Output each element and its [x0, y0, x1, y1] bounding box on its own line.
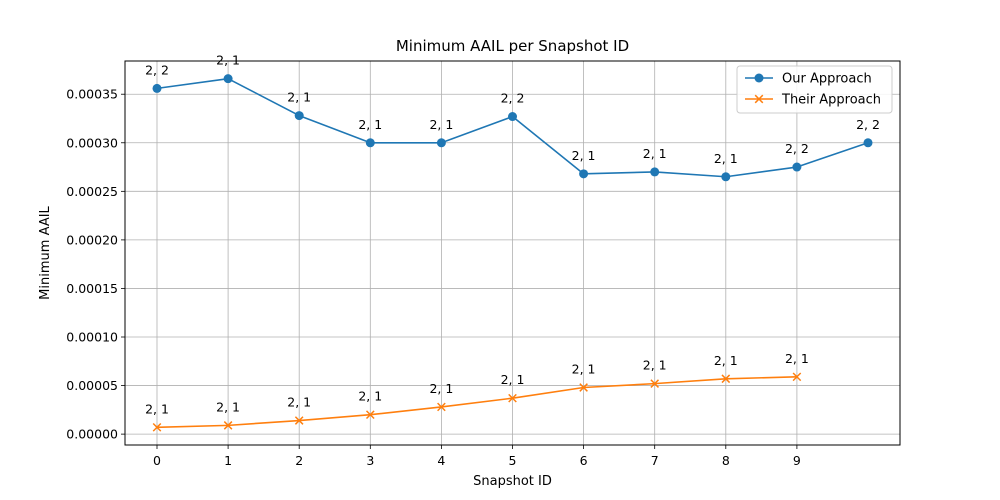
data-point: [863, 138, 873, 148]
data-point: [365, 410, 375, 420]
data-label: 2, 1: [358, 117, 382, 132]
data-label: 2, 2: [501, 91, 525, 106]
data-label: 2, 1: [145, 401, 169, 416]
data-label: 2, 1: [429, 117, 453, 132]
grid: [125, 61, 900, 445]
data-point: [721, 374, 731, 384]
y-tick-label: 0.00030: [66, 135, 118, 150]
y-tick-label: 0.00025: [66, 184, 118, 199]
data-label: 2, 1: [216, 53, 240, 68]
series-line-2: [156, 376, 797, 429]
x-tick-label: 1: [224, 453, 232, 468]
data-point: [650, 167, 660, 177]
data-label: 2, 2: [785, 141, 809, 156]
data-label: 2, 1: [572, 362, 596, 377]
data-label: 2, 1: [572, 148, 596, 163]
axes: 0 1 2 3 4 5 6 7 8 9 0.00000 0.00005 0.00010 0.00015 0.…: [66, 87, 801, 468]
data-point: [508, 112, 517, 122]
data-point: [579, 169, 589, 179]
x-tick-label: 8: [722, 453, 730, 468]
y-tick-label: 0.00000: [66, 427, 118, 442]
x-tick-label: 6: [580, 453, 588, 468]
legend-label: Their Approach: [781, 93, 881, 108]
x-tick-label: 3: [366, 453, 374, 468]
data-label: 2, 1: [501, 372, 525, 387]
data-label: 2, 1: [785, 351, 809, 366]
data-point: [223, 421, 233, 430]
x-axis-title: Snapshot ID: [473, 474, 552, 489]
data-label: 2, 1: [643, 146, 667, 161]
data-label: 2, 1: [714, 353, 738, 368]
y-tick-label: 0.00035: [66, 87, 118, 102]
data-point: [792, 162, 802, 172]
data-point: [294, 111, 304, 121]
data-label: 2, 2: [856, 117, 880, 132]
x-tick-label: 0: [153, 453, 161, 468]
data-point: [436, 138, 446, 148]
y-tick-label: 0.00005: [66, 378, 118, 393]
x-tick-label: 9: [793, 453, 801, 468]
y-tick-label: 0.00010: [66, 330, 118, 345]
data-label: 2, 1: [358, 389, 382, 404]
series-layer: 2, 2 2, 1 2, 1 2, 1 2, 1 2, 2 2, 1 2, 1 2, 1 2, 2…: [145, 53, 880, 432]
legend-marker: [754, 94, 764, 104]
y-tick-label: 0.00015: [66, 281, 118, 296]
data-point: [721, 172, 731, 182]
data-point: [294, 416, 304, 425]
data-label: 2, 1: [643, 358, 667, 373]
legend-box: [736, 65, 893, 114]
data-label: 2, 1: [714, 151, 738, 166]
data-point: [792, 372, 802, 382]
chart-title: Minimum AAIL per Snapshot ID: [396, 37, 629, 55]
data-point: [365, 138, 375, 148]
y-axis-title: Minimum AAIL: [38, 205, 53, 299]
data-point: [508, 393, 517, 403]
data-point: [650, 379, 660, 388]
x-tick-label: 4: [437, 453, 445, 468]
x-tick-label: 5: [509, 453, 517, 468]
data-point: [223, 74, 233, 84]
data-label: 2, 1: [287, 90, 311, 105]
y-tick-label: 0.00020: [66, 232, 118, 247]
x-tick-label: 2: [295, 453, 303, 468]
x-tick-label: 7: [651, 453, 659, 468]
data-point: [152, 83, 162, 93]
data-point: [152, 422, 162, 432]
data-label: 2, 1: [216, 399, 240, 414]
legend: Our Approach Their Approach: [736, 65, 893, 114]
data-label: 2, 1: [287, 395, 311, 410]
data-label: 2, 2: [145, 62, 169, 77]
data-point: [437, 402, 446, 412]
legend-label: Our Approach: [782, 72, 872, 87]
legend-marker: [754, 73, 764, 83]
data-point: [579, 383, 588, 392]
data-label: 2, 1: [429, 381, 453, 396]
